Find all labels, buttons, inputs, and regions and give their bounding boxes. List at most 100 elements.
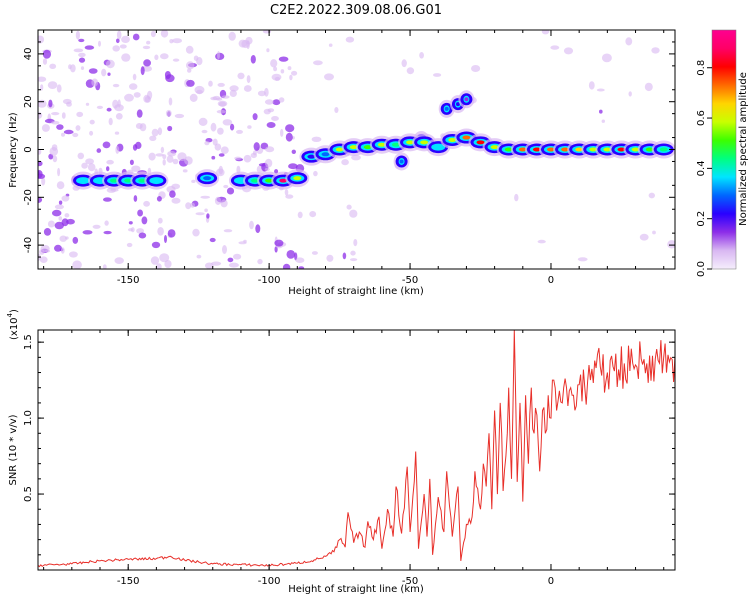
noise-speckle (196, 89, 203, 95)
noise-speckle (136, 228, 145, 234)
noise-speckle (61, 132, 65, 137)
noise-speckle (66, 101, 72, 107)
noise-speckle (220, 199, 228, 208)
noise-speckle (88, 68, 98, 74)
noise-speckle (313, 60, 323, 66)
noise-speckle (648, 192, 655, 199)
noise-speckle (40, 245, 50, 253)
noise-speckle (106, 166, 110, 172)
noise-speckle (121, 35, 130, 44)
noise-speckle (639, 233, 649, 241)
noise-speckle (54, 204, 64, 210)
noise-speckle (195, 212, 205, 216)
noise-speckle (287, 66, 292, 71)
noise-speckle (115, 145, 120, 154)
noise-speckle (148, 152, 156, 161)
ridge-segment-core (363, 145, 372, 150)
noise-speckle (38, 99, 47, 108)
noise-speckle (342, 252, 347, 260)
noise-speckle (38, 148, 42, 155)
ridge-segment-core (490, 145, 499, 150)
noise-speckle (313, 170, 318, 177)
noise-speckle (246, 40, 250, 50)
noise-speckle (157, 227, 164, 236)
noise-speckle (182, 169, 188, 173)
ridge-segment-core (236, 178, 245, 183)
noise-speckle (205, 262, 214, 269)
noise-speckle (218, 101, 227, 107)
ridge-segment-core (307, 154, 316, 159)
noise-speckle (599, 109, 603, 114)
noise-speckle (58, 216, 63, 221)
noise-speckle (291, 149, 296, 154)
noise-speckle (121, 53, 131, 62)
noise-speckle (271, 116, 279, 121)
ridge-segment-core (589, 147, 598, 152)
noise-speckle (406, 67, 415, 75)
snr-y-tick-label: 0.5 (23, 486, 34, 502)
noise-speckle (102, 141, 111, 149)
y-tick-label: -40 (23, 237, 34, 253)
noise-speckle (243, 154, 252, 163)
noise-speckle (171, 197, 181, 204)
noise-speckle (200, 195, 210, 199)
noise-speckle (38, 196, 43, 203)
snr-ticks: -150 -100 -50 0 0.5 1.0 1.5 (23, 330, 675, 587)
noise-speckle (59, 235, 67, 242)
ridge-segment-core (335, 147, 344, 152)
noise-speckle (150, 30, 156, 38)
noise-speckle (103, 197, 112, 202)
noise-speckle (401, 59, 407, 68)
noise-speckle (667, 240, 675, 249)
noise-speckle (92, 224, 101, 229)
noise-speckle (156, 196, 162, 202)
ridge-segment-core (603, 147, 612, 152)
noise-speckle (190, 202, 195, 208)
noise-speckle (233, 253, 242, 260)
noise-speckle (652, 230, 656, 235)
noise-speckle (38, 160, 43, 167)
noise-speckle (234, 156, 242, 160)
noise-speckle (265, 146, 275, 153)
noise-speckle (160, 146, 165, 153)
noise-speckle (126, 242, 133, 248)
ridge-segment-core (546, 147, 555, 152)
noise-speckle (112, 99, 119, 109)
noise-speckle (218, 153, 225, 157)
noise-speckle (40, 84, 44, 91)
noise-speckle (596, 88, 605, 92)
y-tick-label: 0 (23, 146, 34, 152)
noise-speckle (165, 109, 172, 117)
noise-speckle (61, 112, 66, 119)
noise-speckle (54, 244, 62, 252)
noise-speckle (601, 53, 612, 63)
noise-speckle (164, 71, 171, 79)
spectrogram-heat-layer (38, 30, 675, 269)
noise-speckle (186, 61, 195, 70)
noise-speckle (52, 155, 58, 163)
noise-speckle (230, 123, 235, 131)
noise-speckle (51, 144, 58, 151)
noise-speckle (280, 128, 284, 137)
noise-speckle (142, 45, 151, 50)
noise-speckle (257, 258, 263, 265)
ridge-segment-core (420, 140, 429, 145)
noise-speckle (264, 158, 273, 168)
noise-speckle (252, 113, 258, 121)
noise-speckle (222, 119, 233, 126)
ridge-segment-core (391, 142, 400, 147)
noise-speckle (174, 113, 185, 119)
colorbar: 0.0 0.2 0.4 0.6 0.8 Normalized spectral ampl… (696, 29, 749, 277)
noise-speckle (246, 75, 251, 84)
noise-speckle (96, 105, 103, 109)
snr-series-line (38, 330, 675, 568)
noise-speckle (64, 213, 70, 218)
noise-speckle (69, 251, 78, 258)
noise-speckle (136, 109, 143, 118)
ridge-segment-core (645, 147, 654, 152)
noise-speckle (192, 228, 200, 237)
noise-speckle (211, 155, 216, 160)
noise-speckle (81, 162, 88, 169)
noise-speckle (143, 200, 151, 207)
